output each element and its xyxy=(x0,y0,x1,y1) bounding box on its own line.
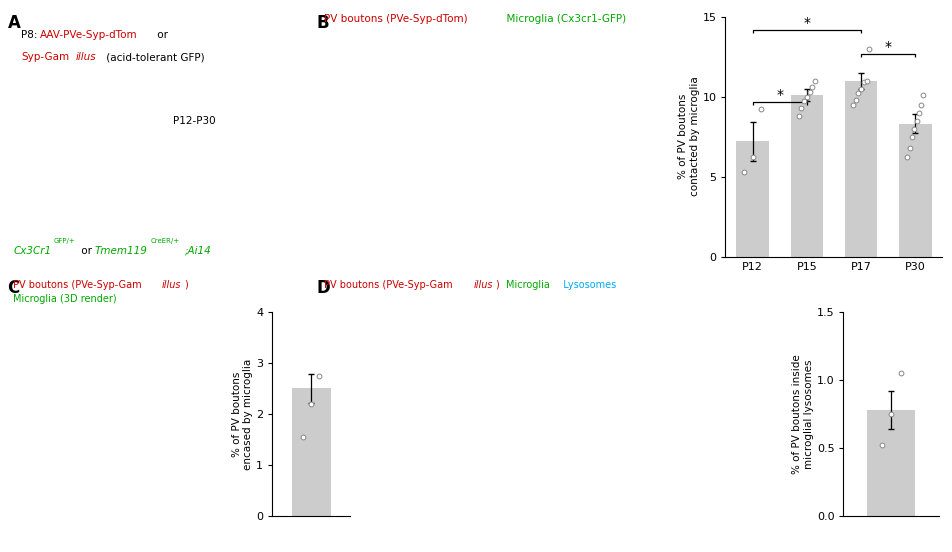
Point xyxy=(906,124,922,133)
Text: Tmem119: Tmem119 xyxy=(94,246,148,256)
Text: illus: illus xyxy=(162,280,181,290)
Point xyxy=(804,83,820,92)
Text: A: A xyxy=(8,14,21,32)
Y-axis label: % of PV boutons
contacted by microglia: % of PV boutons contacted by microglia xyxy=(678,77,700,197)
Point xyxy=(744,153,760,162)
Text: Microglia (3D render): Microglia (3D render) xyxy=(13,294,117,304)
Point xyxy=(904,132,920,141)
Text: (acid-tolerant GFP): (acid-tolerant GFP) xyxy=(103,52,205,62)
Text: Cx3Cr1: Cx3Cr1 xyxy=(13,246,51,256)
Point xyxy=(916,91,931,99)
Text: or: or xyxy=(154,30,169,40)
Text: PV boutons (PVe-Syp-Gam: PV boutons (PVe-Syp-Gam xyxy=(13,280,142,290)
Text: illus: illus xyxy=(474,280,493,290)
Point xyxy=(794,103,809,112)
Bar xyxy=(790,95,823,257)
Text: B: B xyxy=(316,14,328,32)
Point xyxy=(797,97,812,106)
Point xyxy=(737,167,752,176)
Bar xyxy=(899,124,932,257)
Text: STED: STED xyxy=(652,389,679,398)
Point xyxy=(902,144,917,152)
Text: 3D: 3D xyxy=(322,294,336,304)
Text: P12-P30: P12-P30 xyxy=(173,116,216,126)
Text: illus: illus xyxy=(75,52,96,62)
Point xyxy=(874,441,889,450)
Point xyxy=(914,100,929,109)
Point xyxy=(791,112,806,120)
Text: STED: STED xyxy=(652,294,679,302)
Text: or: or xyxy=(78,246,95,256)
Y-axis label: % of PV boutons inside
microglial lysosomes: % of PV boutons inside microglial lysoso… xyxy=(792,354,814,474)
Text: Microglia: Microglia xyxy=(506,280,549,290)
Text: ): ) xyxy=(185,280,188,290)
Point xyxy=(883,410,899,418)
Point xyxy=(848,95,863,104)
Text: PV boutons (PVe-Syp-dTom): PV boutons (PVe-Syp-dTom) xyxy=(324,14,467,24)
Text: D: D xyxy=(316,279,329,297)
Text: P8:: P8: xyxy=(21,30,41,40)
Text: GFP/+: GFP/+ xyxy=(53,238,75,245)
Point xyxy=(851,89,866,98)
Text: *: * xyxy=(803,16,810,30)
Point xyxy=(311,371,327,380)
Text: C: C xyxy=(8,279,20,297)
Text: *: * xyxy=(884,40,892,54)
Point xyxy=(859,76,874,85)
Text: ;Ai14: ;Ai14 xyxy=(185,246,211,256)
Point xyxy=(845,100,861,109)
Point xyxy=(911,108,926,117)
Point xyxy=(900,153,915,162)
Text: PV boutons (PVe-Syp-Gam: PV boutons (PVe-Syp-Gam xyxy=(324,280,452,290)
Point xyxy=(862,44,877,53)
Point xyxy=(909,116,924,125)
Text: ): ) xyxy=(496,280,506,290)
Text: Lysosomes: Lysosomes xyxy=(557,280,616,290)
Point xyxy=(753,105,768,114)
Point xyxy=(800,92,815,101)
Bar xyxy=(867,410,915,516)
Point xyxy=(853,84,868,93)
Bar xyxy=(844,81,878,257)
Text: *: * xyxy=(776,88,783,102)
Text: Syp-Gam: Syp-Gam xyxy=(21,52,69,62)
Text: CreER/+: CreER/+ xyxy=(150,238,180,245)
Point xyxy=(893,369,908,378)
Y-axis label: % of PV boutons
encased by microglia: % of PV boutons encased by microglia xyxy=(231,358,253,470)
Point xyxy=(807,76,823,85)
Point xyxy=(296,433,311,442)
Point xyxy=(856,78,871,87)
Bar xyxy=(291,389,330,516)
Point xyxy=(802,87,817,96)
Point xyxy=(304,400,319,408)
Bar xyxy=(736,141,769,257)
Text: AAV-PVe-Syp-dTom: AAV-PVe-Syp-dTom xyxy=(40,30,138,40)
Text: Microglia (Cx3cr1-GFP): Microglia (Cx3cr1-GFP) xyxy=(500,14,625,24)
